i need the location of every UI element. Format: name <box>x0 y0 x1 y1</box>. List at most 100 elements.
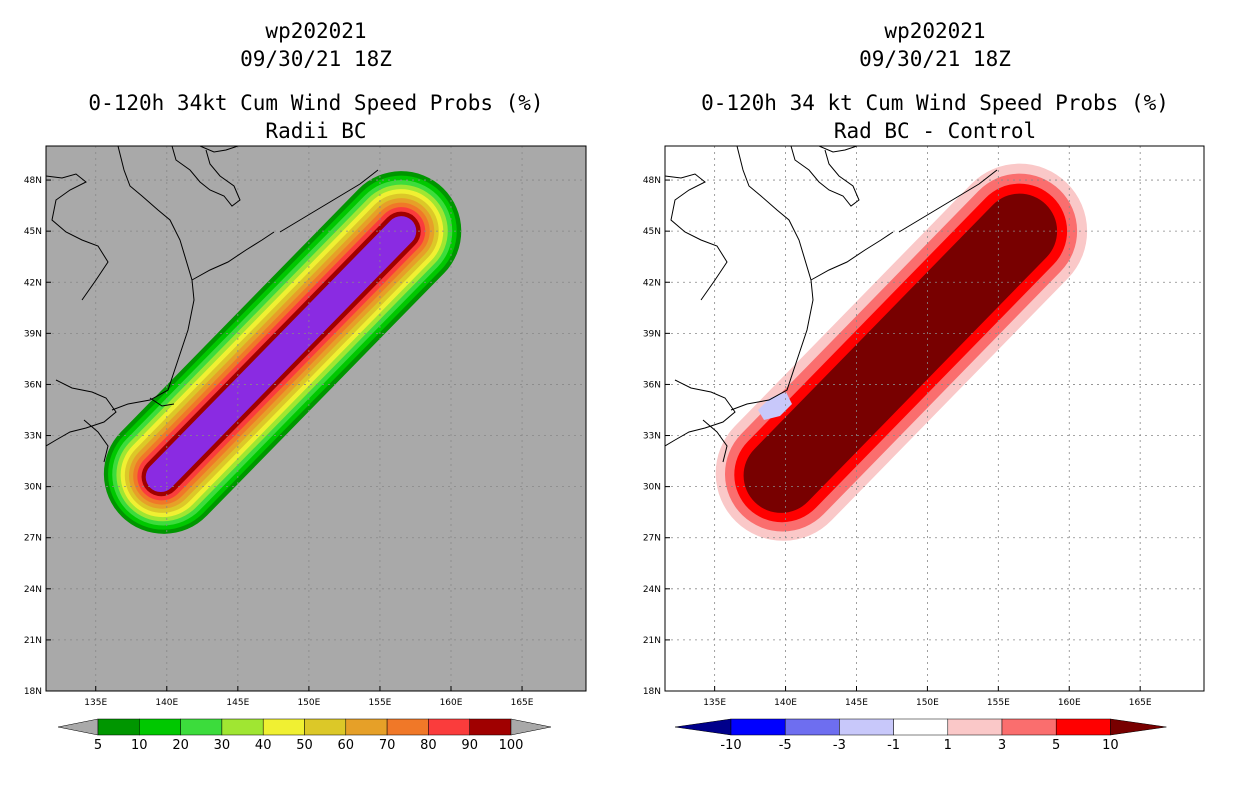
y-tick-label: 18N <box>24 687 42 697</box>
legend-level-label: 5 <box>1052 738 1060 753</box>
y-tick-label: 24N <box>643 585 661 595</box>
legend-left-cap <box>674 718 732 736</box>
legend-level-label: 10 <box>1102 738 1119 753</box>
legend-level-label: -3 <box>833 738 846 753</box>
y-tick-label: 27N <box>24 534 42 544</box>
x-tick-label: 145E <box>845 698 868 708</box>
legend-level-label: -5 <box>779 738 792 753</box>
y-tick-label: 24N <box>24 585 42 595</box>
left-color-legend: 5 10 20 30 40 50 60 70 80 90 100 <box>57 718 552 753</box>
left-map-background <box>46 146 586 691</box>
right-map-frame <box>664 145 1205 692</box>
right-color-legend: -10 -5 -3 -1 1 3 5 10 <box>674 718 1167 753</box>
y-tick-label: 45N <box>643 227 661 237</box>
left-probability-map: 135E 140E 145E 150E 155E 160E 165E 48N 45N 42N 39… <box>24 145 587 708</box>
x-tick-label: 155E <box>987 698 1010 708</box>
x-tick-label: 140E <box>155 698 178 708</box>
legend-swatch <box>1001 718 1057 736</box>
y-tick-label: 42N <box>643 278 661 288</box>
legend-level-label: 70 <box>379 738 396 753</box>
right-subtitle: Rad BC - Control <box>833 119 1037 143</box>
legend-level-label: 90 <box>461 738 478 753</box>
x-tick-label: 135E <box>703 698 726 708</box>
y-tick-label: 30N <box>24 483 42 493</box>
legend-swatch <box>345 718 388 736</box>
legend-level-label: 30 <box>214 738 231 753</box>
legend-swatch <box>893 718 949 736</box>
legend-swatch <box>839 718 894 736</box>
x-tick-label: 160E <box>1058 698 1081 708</box>
left-title: 0-120h 34kt Cum Wind Speed Probs (%) <box>88 91 544 115</box>
legend-left-cap <box>57 718 99 736</box>
y-tick-label: 48N <box>643 176 661 186</box>
legend-swatch <box>1055 718 1111 736</box>
x-tick-label: 150E <box>297 698 320 708</box>
legend-level-label: 10 <box>131 738 148 753</box>
left-subtitle: Radii BC <box>265 119 367 143</box>
legend-swatch <box>469 718 512 736</box>
legend-right-cap <box>510 718 552 736</box>
legend-level-label: 60 <box>338 738 355 753</box>
legend-level-label: 100 <box>499 738 524 753</box>
y-tick-label: 30N <box>643 483 661 493</box>
legend-swatch <box>428 718 470 736</box>
left-gridlines <box>46 146 586 691</box>
left-date: 09/30/21 18Z <box>240 47 392 71</box>
legend-swatch <box>221 718 264 736</box>
x-tick-label: 155E <box>369 698 392 708</box>
x-tick-label: 165E <box>511 698 534 708</box>
right-band-10 <box>743 193 1058 513</box>
y-tick-label: 48N <box>24 176 42 186</box>
legend-level-label: 50 <box>296 738 313 753</box>
left-storm-id: wp202021 <box>265 19 367 43</box>
legend-level-label: 3 <box>998 738 1006 753</box>
y-tick-label: 36N <box>643 380 661 390</box>
x-tick-label: 135E <box>84 698 107 708</box>
y-tick-label: 33N <box>24 432 42 442</box>
right-storm-id: wp202021 <box>884 19 986 43</box>
legend-swatch <box>730 718 786 736</box>
y-tick-label: 39N <box>643 329 661 339</box>
y-tick-label: 42N <box>24 278 42 288</box>
left-y-axis: 48N 45N 42N 39N 36N 33N 30N 27N 24N 21N 18N <box>24 176 51 697</box>
y-tick-label: 21N <box>24 636 42 646</box>
x-tick-label: 145E <box>226 698 249 708</box>
y-tick-label: 21N <box>643 636 661 646</box>
left-coastline <box>46 146 379 463</box>
legend-swatch <box>947 718 1003 736</box>
right-difference-bands <box>715 163 1088 541</box>
legend-level-label: 1 <box>944 738 952 753</box>
legend-level-label: 5 <box>94 738 102 753</box>
y-tick-label: 27N <box>643 534 661 544</box>
y-tick-label: 18N <box>643 687 661 697</box>
right-negative-area <box>758 392 792 420</box>
right-x-axis: 135E 140E 145E 150E 155E 160E 165E <box>703 686 1152 708</box>
legend-level-label: 20 <box>172 738 189 753</box>
legend-swatch <box>386 718 429 736</box>
right-y-axis: 48N 45N 42N 39N 36N 33N 30N 27N 24N 21N 18N <box>643 176 670 697</box>
x-tick-label: 160E <box>440 698 463 708</box>
legend-swatch <box>784 718 840 736</box>
legend-level-label: -1 <box>887 738 900 753</box>
legend-swatch <box>139 718 181 736</box>
legend-swatch <box>304 718 347 736</box>
y-tick-label: 33N <box>643 432 661 442</box>
legend-swatch <box>97 718 140 736</box>
legend-level-label: 40 <box>255 738 272 753</box>
legend-level-label: 80 <box>420 738 437 753</box>
left-x-axis: 135E 140E 145E 150E 155E 160E 165E <box>84 686 534 708</box>
legend-swatch <box>262 718 305 736</box>
x-tick-label: 140E <box>774 698 797 708</box>
right-difference-map: 135E 140E 145E 150E 155E 160E 165E 48N 45N 42N 39… <box>643 145 1205 708</box>
left-band-100 <box>145 216 417 493</box>
y-tick-label: 45N <box>24 227 42 237</box>
right-gridlines <box>665 146 1204 691</box>
y-tick-label: 39N <box>24 329 42 339</box>
x-tick-label: 165E <box>1129 698 1152 708</box>
legend-level-label: -10 <box>720 738 741 753</box>
left-map-frame <box>45 145 587 692</box>
x-tick-label: 150E <box>916 698 939 708</box>
right-coastline <box>665 146 998 463</box>
left-probability-bands <box>103 171 462 534</box>
